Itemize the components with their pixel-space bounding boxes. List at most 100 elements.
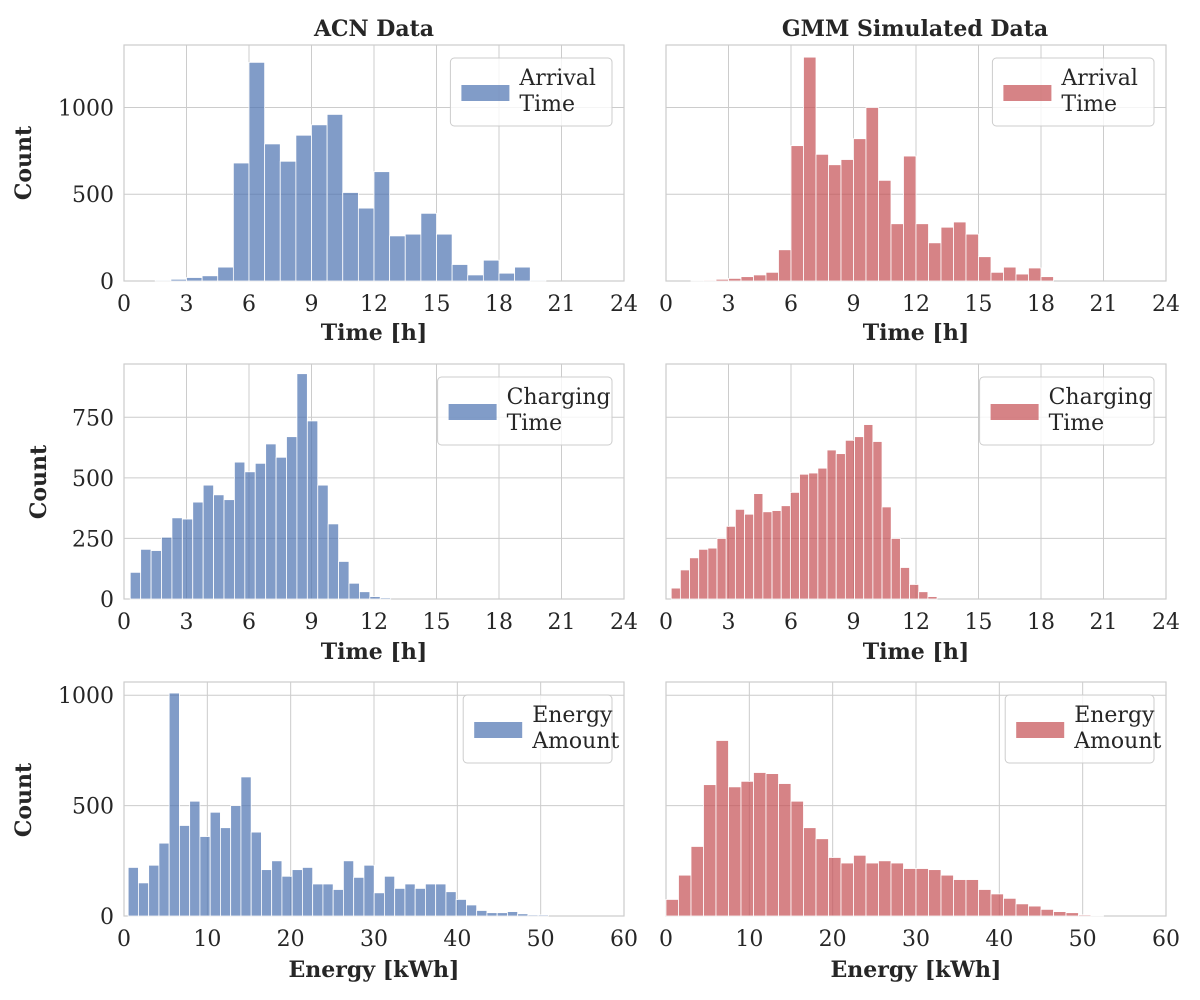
histogram-bar	[476, 910, 488, 917]
histogram-bar	[394, 888, 406, 917]
histogram-bar	[872, 441, 883, 600]
histogram-bar	[803, 827, 817, 917]
histogram-bar	[978, 889, 992, 917]
histogram-bar	[244, 471, 256, 600]
histogram-bar	[332, 889, 344, 917]
histogram-bar	[899, 567, 910, 600]
histogram-bar	[192, 501, 204, 600]
histogram-bar	[965, 233, 979, 282]
histogram-bar	[322, 883, 334, 917]
histogram-bar	[1028, 267, 1042, 282]
x-tick-label: 0	[659, 610, 673, 635]
x-axis-label: Time [h]	[863, 639, 969, 665]
panel-1: 0 3 6 9 12 15 18 21 24 Time [h] Arrival Time	[659, 44, 1180, 346]
x-tick-label: 40	[985, 927, 1013, 952]
histogram-bar	[1053, 911, 1067, 917]
histogram-bar	[1065, 912, 1079, 917]
x-tick-label: 50	[527, 927, 555, 952]
histogram-bar	[436, 233, 453, 282]
histogram-bar	[1015, 273, 1029, 282]
x-tick-label: 9	[305, 610, 319, 635]
x-tick-label: 10	[193, 927, 221, 952]
histogram-bar	[1078, 914, 1092, 917]
legend-frame	[979, 376, 1155, 446]
histogram-bar	[753, 274, 767, 282]
histogram-bar	[679, 569, 690, 600]
histogram-bar	[670, 587, 681, 600]
histogram-bar	[863, 424, 874, 600]
x-tick-label: 15	[965, 610, 993, 635]
histogram-bar	[909, 584, 920, 600]
legend-swatch	[461, 85, 510, 101]
histogram-bar	[665, 899, 679, 917]
histogram-bar	[953, 879, 967, 917]
histogram-bar	[486, 912, 498, 917]
y-axis-label: Count	[26, 444, 52, 519]
legend: Charging Time	[437, 376, 613, 446]
legend-label: Energy Amount	[531, 703, 619, 754]
histogram-bar	[338, 561, 350, 600]
histogram-bar	[537, 914, 549, 917]
panel-2: 0 3 6 9 12 15 18 21 24 0 250 500 750 Time [h] Count Cha…	[26, 363, 638, 665]
y-tick-label: 500	[72, 183, 114, 208]
histogram-bar	[232, 162, 250, 282]
x-tick-label: 12	[360, 292, 388, 317]
x-tick-label: 9	[847, 610, 861, 635]
histogram-bar	[728, 277, 742, 282]
histogram-bar	[826, 449, 837, 600]
y-axis-label: Count	[11, 125, 37, 200]
histogram-bar	[853, 854, 867, 917]
histogram-bar	[765, 773, 779, 917]
histogram-bar	[940, 874, 954, 917]
histogram-bar	[753, 772, 767, 917]
histogram-bar	[404, 233, 422, 282]
x-tick-label: 21	[1090, 292, 1118, 317]
y-tick-label: 0	[100, 270, 114, 295]
legend-swatch	[448, 404, 497, 420]
histogram-bar	[179, 825, 191, 917]
x-tick-label: 0	[117, 927, 131, 952]
histogram-bar	[1003, 266, 1017, 282]
x-tick-label: 0	[659, 927, 673, 952]
x-tick-label: 18	[1027, 610, 1055, 635]
histogram-bar	[363, 864, 375, 917]
legend: Arrival Time	[449, 57, 613, 127]
x-tick-label: 18	[485, 292, 513, 317]
histogram-bar	[740, 780, 754, 917]
histogram-bar	[927, 596, 938, 600]
histogram-bar	[918, 591, 929, 600]
histogram-bar	[771, 510, 782, 600]
histogram-bar	[213, 494, 225, 600]
x-tick-label: 6	[784, 292, 798, 317]
x-tick-label: 9	[305, 292, 319, 317]
y-tick-label: 0	[100, 588, 114, 613]
histogram-bar	[778, 783, 792, 917]
histogram-bar	[435, 883, 447, 917]
legend-swatch	[474, 722, 523, 738]
histogram-bar	[790, 145, 804, 282]
x-axis-label: Energy [kWh]	[831, 957, 1002, 983]
y-tick-label: 500	[72, 795, 114, 820]
histogram-bar	[990, 893, 1004, 917]
histogram-bar	[271, 860, 283, 917]
histogram-bar	[451, 264, 469, 282]
histogram-bar	[467, 274, 484, 282]
x-tick-label: 6	[242, 292, 256, 317]
x-tick-label: 60	[1152, 927, 1180, 952]
legend: Energy Amount	[462, 694, 620, 764]
histogram-bar	[1003, 897, 1017, 917]
x-tick-label: 40	[443, 927, 471, 952]
histogram-bar	[828, 164, 842, 282]
histogram-bar	[716, 538, 727, 600]
histogram-bar	[357, 207, 375, 282]
histogram-bar	[990, 271, 1004, 282]
y-tick-label: 250	[72, 527, 114, 552]
column-title-acn: ACN Data	[313, 16, 434, 42]
histogram-bar	[359, 591, 371, 600]
panel-5: 0 10 20 30 40 50 60 Energy [kWh] Energy Amount	[659, 681, 1180, 983]
histogram-bar	[703, 784, 717, 917]
x-axis-label: Time [h]	[863, 320, 969, 346]
histogram-bar	[312, 883, 324, 917]
histogram-bar	[915, 223, 929, 282]
